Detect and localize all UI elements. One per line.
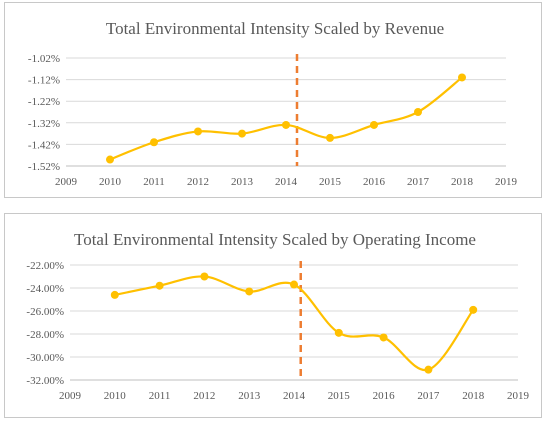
x-tick-label: 2016	[373, 390, 396, 402]
x-tick-label: 2018	[462, 390, 485, 402]
x-tick-label: 2011	[143, 176, 165, 188]
y-tick-label: -1.42%	[28, 139, 60, 151]
x-tick-label: 2018	[451, 176, 474, 188]
data-point	[469, 305, 478, 314]
x-tick-label: 2009	[59, 390, 82, 402]
data-point	[414, 108, 422, 116]
data-point	[194, 127, 202, 136]
x-tick-label: 2010	[104, 390, 127, 402]
data-point	[150, 138, 158, 147]
revenue-chart: Total Environmental Intensity Scaled by …	[28, 19, 518, 188]
y-tick-label: -28.00%	[26, 329, 64, 341]
y-tick-label: -1.02%	[28, 53, 60, 65]
revenue-chart-panel: Total Environmental Intensity Scaled by …	[4, 2, 542, 198]
y-tick-label: -1.52%	[28, 161, 60, 173]
data-point	[379, 333, 388, 342]
data-point	[424, 365, 433, 374]
x-tick-label: 2012	[193, 390, 215, 402]
data-point	[110, 290, 119, 299]
x-tick-label: 2019	[507, 390, 530, 402]
x-tick-label: 2009	[55, 176, 78, 188]
data-point	[282, 120, 290, 129]
y-tick-label: -26.00%	[26, 306, 64, 318]
y-tick-label: -1.12%	[28, 75, 60, 87]
series-line	[114, 275, 475, 372]
y-tick-label: -22.00%	[26, 260, 64, 272]
data-point	[458, 73, 466, 82]
y-tick-label: -1.22%	[28, 96, 60, 108]
data-point	[200, 272, 209, 281]
chart-title: Total Environmental Intensity Scaled by …	[74, 230, 476, 249]
data-point	[245, 287, 254, 296]
data-point	[155, 281, 164, 290]
x-tick-label: 2014	[275, 176, 298, 188]
operating-income-chart-panel: Total Environmental Intensity Scaled by …	[4, 213, 542, 418]
chart-title: Total Environmental Intensity Scaled by …	[106, 19, 444, 38]
data-point	[370, 120, 378, 129]
x-tick-label: 2010	[99, 176, 122, 188]
data-point	[290, 280, 298, 289]
x-tick-label: 2013	[238, 390, 261, 402]
x-tick-label: 2015	[328, 390, 351, 402]
data-point	[326, 133, 334, 142]
x-tick-label: 2019	[495, 176, 518, 188]
x-tick-label: 2017	[417, 390, 440, 402]
x-tick-label: 2016	[363, 176, 386, 188]
series-line	[109, 76, 463, 161]
x-tick-label: 2017	[407, 176, 430, 188]
x-tick-label: 2011	[149, 390, 171, 402]
data-point	[334, 328, 343, 337]
x-tick-label: 2015	[319, 176, 342, 188]
x-tick-label: 2013	[231, 176, 254, 188]
y-tick-label: -30.00%	[26, 352, 64, 364]
y-tick-label: -32.00%	[26, 375, 64, 387]
y-tick-label: -24.00%	[26, 283, 64, 295]
x-tick-label: 2014	[283, 390, 306, 402]
data-point	[238, 129, 246, 138]
y-tick-label: -1.32%	[28, 118, 60, 130]
operating-income-chart: Total Environmental Intensity Scaled by …	[26, 230, 530, 402]
x-tick-label: 2012	[187, 176, 209, 188]
data-point	[106, 155, 114, 164]
